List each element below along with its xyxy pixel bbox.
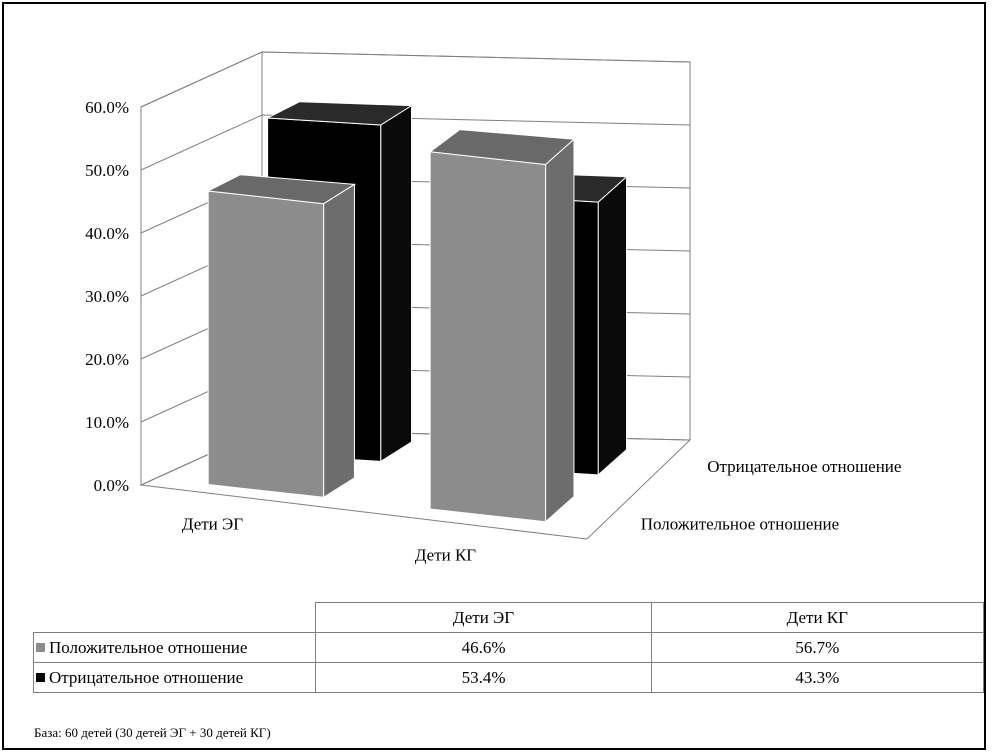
bar-side [545,138,575,523]
y-tick-label: 60.0% [85,98,129,117]
table-header-cell: Дети КГ [650,602,984,633]
gridline [140,51,691,108]
y-tick-label: 40.0% [85,224,129,243]
table-row-label: Положительное отношение [32,632,317,663]
data-table: Дети ЭГ Дети КГ Положительное отношение … [32,602,984,693]
legend-swatch [36,672,45,682]
bar [429,151,547,523]
bar-top [206,174,356,205]
gridline [140,114,691,171]
x-category-label: Дети ЭГ [182,515,243,534]
bar-side [597,175,628,476]
table-cell: 46.6% [315,632,652,663]
table-corner [33,602,317,633]
table-header-row: Дети ЭГ Дети КГ [33,602,984,633]
depth-series-label: Отрицательное отношение [707,457,901,476]
chart-plot: 0.0% 10.0% 20.0% 30.0% 40.0% 50.0% 60.0% Дети Э… [85,51,901,565]
y-tick-label: 0.0% [94,476,129,495]
bar-top [428,129,576,166]
y-tick-label: 30.0% [85,287,129,306]
y-tick-label: 20.0% [85,350,129,369]
footnote: База: 60 детей (30 детей ЭГ + 30 детей К… [34,725,271,740]
bar-top [265,101,414,126]
bar-side [323,183,355,499]
table-row: Отрицательное отношение 53.4% 43.3% [32,662,984,693]
table-cell: 53.4% [315,662,652,693]
bar-side [380,104,413,463]
x-category-label: Дети КГ [415,546,476,565]
table-cell: 43.3% [650,662,984,693]
depth-series-label: Положительное отношение [641,514,839,533]
table-row-label: Отрицательное отношение [32,662,317,693]
bar [207,190,325,498]
y-tick-label: 50.0% [85,161,129,180]
table-cell: 56.7% [650,632,984,663]
table-header-cell: Дети ЭГ [315,602,652,633]
legend-label: Отрицательное отношение [49,667,244,687]
legend-label: Положительное отношение [49,637,248,657]
legend-swatch [36,642,45,652]
y-tick-label: 10.0% [85,413,129,432]
table-row: Положительное отношение 46.6% 56.7% [32,632,984,663]
